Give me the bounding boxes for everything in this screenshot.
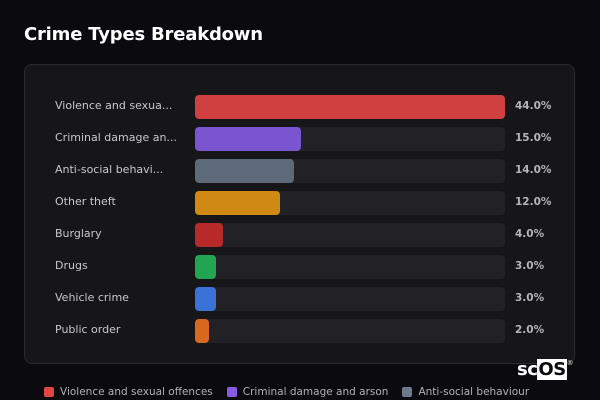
bar-fill[interactable] [195,319,210,343]
bar-label: Other theft [55,195,116,208]
bar-row: Burglary 4.0% [25,223,574,247]
bar-label: Anti-social behavi... [55,163,164,176]
bar-label: Public order [55,323,121,336]
legend-swatch [44,387,54,397]
bar-value: 44.0% [515,100,552,112]
bar-track [195,127,505,151]
legend-item[interactable]: Violence and sexual offences [44,386,213,398]
bar-row: Violence and sexua... 44.0% [25,95,574,119]
legend-swatch [226,387,237,397]
legend-label: Anti-social behaviour [418,386,530,398]
bar-track [195,95,505,119]
bar-value: 2.0% [515,324,545,336]
bar-fill[interactable] [195,191,280,215]
bar-label: Violence and sexua... [55,99,173,112]
bar-track [195,191,505,215]
bar-value: 4.0% [515,228,545,240]
bar-value: 15.0% [515,132,552,144]
bar-track [195,223,505,247]
legend-label: Violence and sexual offences [60,386,213,398]
logo-prefix: sc [517,359,538,380]
bar-fill[interactable] [195,255,217,279]
bar-fill[interactable] [195,223,224,247]
scos-logo: scOS® [517,359,574,380]
bar-row: Public order 2.0% [25,319,574,343]
bar-track [195,287,505,311]
bar-value: 3.0% [515,292,545,304]
legend-label: Criminal damage and arson [242,386,389,398]
bar-value: 3.0% [515,260,545,272]
chart-legend: Violence and sexual offences Criminal dam… [44,386,529,398]
bar-row: Anti-social behavi... 14.0% [25,159,574,183]
logo-mark: ® [566,359,574,367]
bar-label: Drugs [55,259,88,272]
bar-fill[interactable] [195,127,301,151]
logo-highlight: OS [537,359,567,380]
bar-fill[interactable] [195,287,217,311]
bar-row: Other theft 12.0% [25,191,574,215]
bar-fill[interactable] [195,95,505,119]
legend-item[interactable]: Anti-social behaviour [402,386,529,398]
bar-label: Vehicle crime [55,291,129,304]
bar-track [195,159,505,183]
chart-title: Crime Types Breakdown [24,24,263,45]
bar-row: Drugs 3.0% [25,255,574,279]
bar-row: Vehicle crime 3.0% [25,287,574,311]
legend-item[interactable]: Criminal damage and arson [226,386,389,398]
bar-track [195,319,505,343]
bar-track [195,255,505,279]
bar-value: 14.0% [515,164,552,176]
chart-panel: Violence and sexua... 44.0% Criminal damag… [24,64,575,364]
legend-swatch [402,387,413,397]
bar-label: Criminal damage an... [55,131,177,144]
bar-label: Burglary [55,227,102,240]
bar-row: Criminal damage an... 15.0% [25,127,574,151]
bar-value: 12.0% [515,196,552,208]
bar-fill[interactable] [195,159,294,183]
